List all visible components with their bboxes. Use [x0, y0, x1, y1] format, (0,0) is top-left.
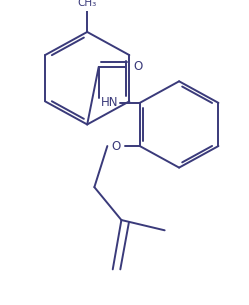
Text: O: O	[133, 60, 142, 74]
Text: O: O	[111, 140, 121, 152]
Text: HN: HN	[101, 96, 118, 109]
Text: CH₃: CH₃	[78, 0, 97, 8]
